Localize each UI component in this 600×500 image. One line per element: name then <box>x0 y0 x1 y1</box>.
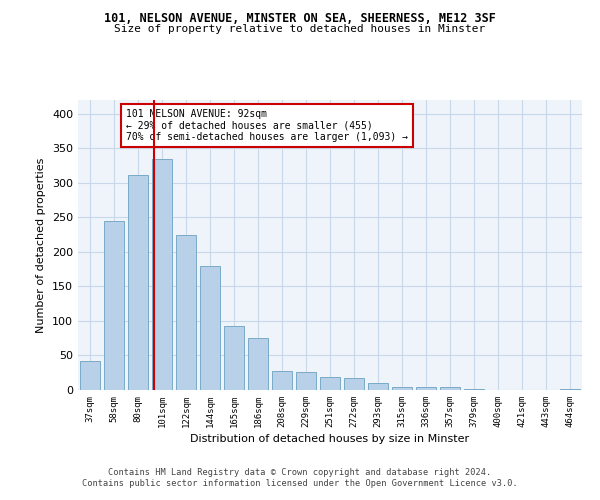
Bar <box>80 361 100 390</box>
Text: 101 NELSON AVENUE: 92sqm
← 29% of detached houses are smaller (455)
70% of semi-: 101 NELSON AVENUE: 92sqm ← 29% of detach… <box>126 108 408 142</box>
Text: 101, NELSON AVENUE, MINSTER ON SEA, SHEERNESS, ME12 3SF: 101, NELSON AVENUE, MINSTER ON SEA, SHEE… <box>104 12 496 26</box>
Bar <box>104 221 124 390</box>
Bar <box>392 387 412 390</box>
Bar <box>128 174 148 390</box>
Bar <box>272 372 292 390</box>
Bar <box>368 383 388 390</box>
Bar <box>416 386 436 390</box>
Bar <box>152 158 172 390</box>
Bar <box>224 326 244 390</box>
Bar <box>200 266 220 390</box>
Bar <box>344 378 364 390</box>
Bar <box>296 372 316 390</box>
Text: Size of property relative to detached houses in Minster: Size of property relative to detached ho… <box>115 24 485 34</box>
X-axis label: Distribution of detached houses by size in Minster: Distribution of detached houses by size … <box>190 434 470 444</box>
Bar <box>560 388 580 390</box>
Text: Contains HM Land Registry data © Crown copyright and database right 2024.
Contai: Contains HM Land Registry data © Crown c… <box>82 468 518 487</box>
Bar <box>440 387 460 390</box>
Y-axis label: Number of detached properties: Number of detached properties <box>37 158 46 332</box>
Bar <box>320 377 340 390</box>
Bar <box>176 234 196 390</box>
Bar <box>248 338 268 390</box>
Bar <box>464 388 484 390</box>
